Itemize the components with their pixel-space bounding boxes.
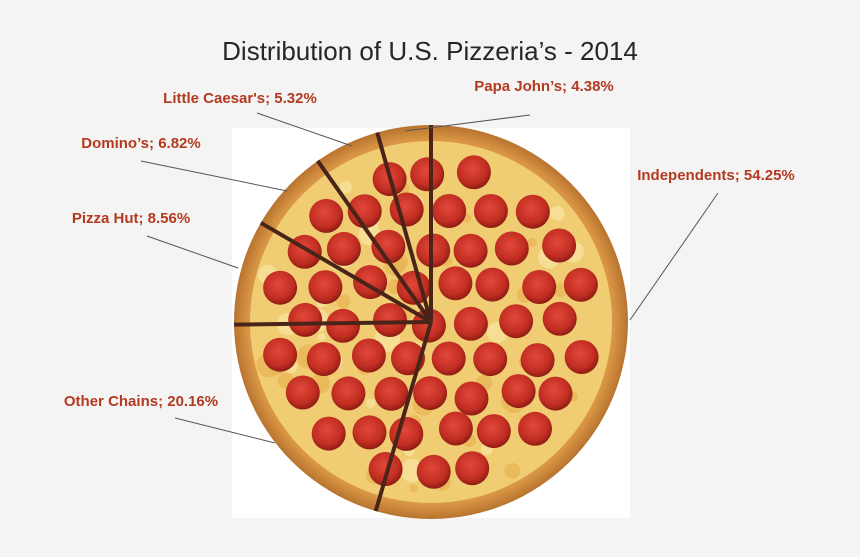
cheese-spot xyxy=(339,181,352,194)
pepperoni xyxy=(326,231,361,266)
pepperoni xyxy=(522,270,557,304)
cheese-spot xyxy=(527,237,538,248)
cheese-spot xyxy=(409,484,418,493)
leader-line xyxy=(140,160,288,192)
pepperoni xyxy=(538,376,573,411)
pepperoni xyxy=(515,194,550,229)
pepperoni xyxy=(413,376,448,411)
leader-line xyxy=(404,114,531,132)
slice-label: Independents; 54.25% xyxy=(637,167,795,184)
pepperoni xyxy=(453,233,488,268)
pepperoni xyxy=(494,231,529,266)
slice-label: Pizza Hut; 8.56% xyxy=(72,210,190,227)
pepperoni xyxy=(455,451,490,486)
cheese-spot xyxy=(549,206,565,221)
pepperoni xyxy=(308,270,343,305)
pepperoni xyxy=(263,337,298,372)
pepperoni xyxy=(352,415,387,450)
slice-boundary xyxy=(375,131,433,323)
cheese-spot xyxy=(366,398,376,408)
pepperoni xyxy=(438,266,473,301)
pepperoni xyxy=(285,375,320,410)
leader-line xyxy=(629,192,719,321)
pepperoni xyxy=(410,157,445,192)
cheese-spot xyxy=(317,333,326,342)
pepperoni xyxy=(351,338,386,373)
pepperoni xyxy=(416,233,451,268)
cheese-spot xyxy=(504,463,521,479)
slice-label: Domino’s; 6.82% xyxy=(81,135,200,152)
pepperoni xyxy=(473,342,508,377)
pepperoni xyxy=(501,374,536,409)
pepperoni xyxy=(542,301,577,336)
chart-title: Distribution of U.S. Pizzeria’s - 2014 xyxy=(222,36,638,66)
slice-boundary xyxy=(373,321,433,512)
pepperoni xyxy=(542,228,577,263)
pepperoni xyxy=(373,303,407,337)
pepperoni xyxy=(453,306,488,341)
pepperoni xyxy=(326,308,360,343)
leader-line xyxy=(146,235,239,269)
leader-line xyxy=(256,112,353,147)
pepperoni xyxy=(454,381,489,416)
slice-boundary xyxy=(233,320,432,327)
pepperoni xyxy=(368,452,403,486)
pepperoni xyxy=(432,194,467,228)
slice-label: Little Caesar's; 5.32% xyxy=(163,90,317,107)
slice-label: Other Chains; 20.16% xyxy=(64,393,218,410)
pepperoni xyxy=(306,342,341,377)
slice-boundary xyxy=(316,159,433,324)
slice-label: Papa John’s; 4.38% xyxy=(474,78,614,95)
pepperoni xyxy=(473,194,508,228)
pepperoni xyxy=(456,155,491,190)
pepperoni xyxy=(564,340,599,374)
pepperoni xyxy=(518,411,552,446)
slice-boundary xyxy=(259,221,433,324)
leader-line xyxy=(174,417,276,444)
pepperoni xyxy=(331,376,366,411)
pepperoni xyxy=(438,411,473,446)
pepperoni xyxy=(476,414,511,449)
pepperoni xyxy=(309,198,344,233)
pepperoni xyxy=(263,270,298,305)
pepperoni xyxy=(311,416,346,451)
pepperoni xyxy=(499,304,534,339)
pepperoni xyxy=(416,454,451,489)
cheese-spot xyxy=(336,294,351,309)
pepperoni xyxy=(347,194,382,229)
pepperoni xyxy=(475,267,510,302)
pepperoni xyxy=(374,376,409,411)
pepperoni xyxy=(563,267,598,302)
pepperoni xyxy=(371,229,406,264)
pepperoni xyxy=(431,341,466,376)
pepperoni xyxy=(288,302,323,337)
pepperoni xyxy=(520,343,555,378)
